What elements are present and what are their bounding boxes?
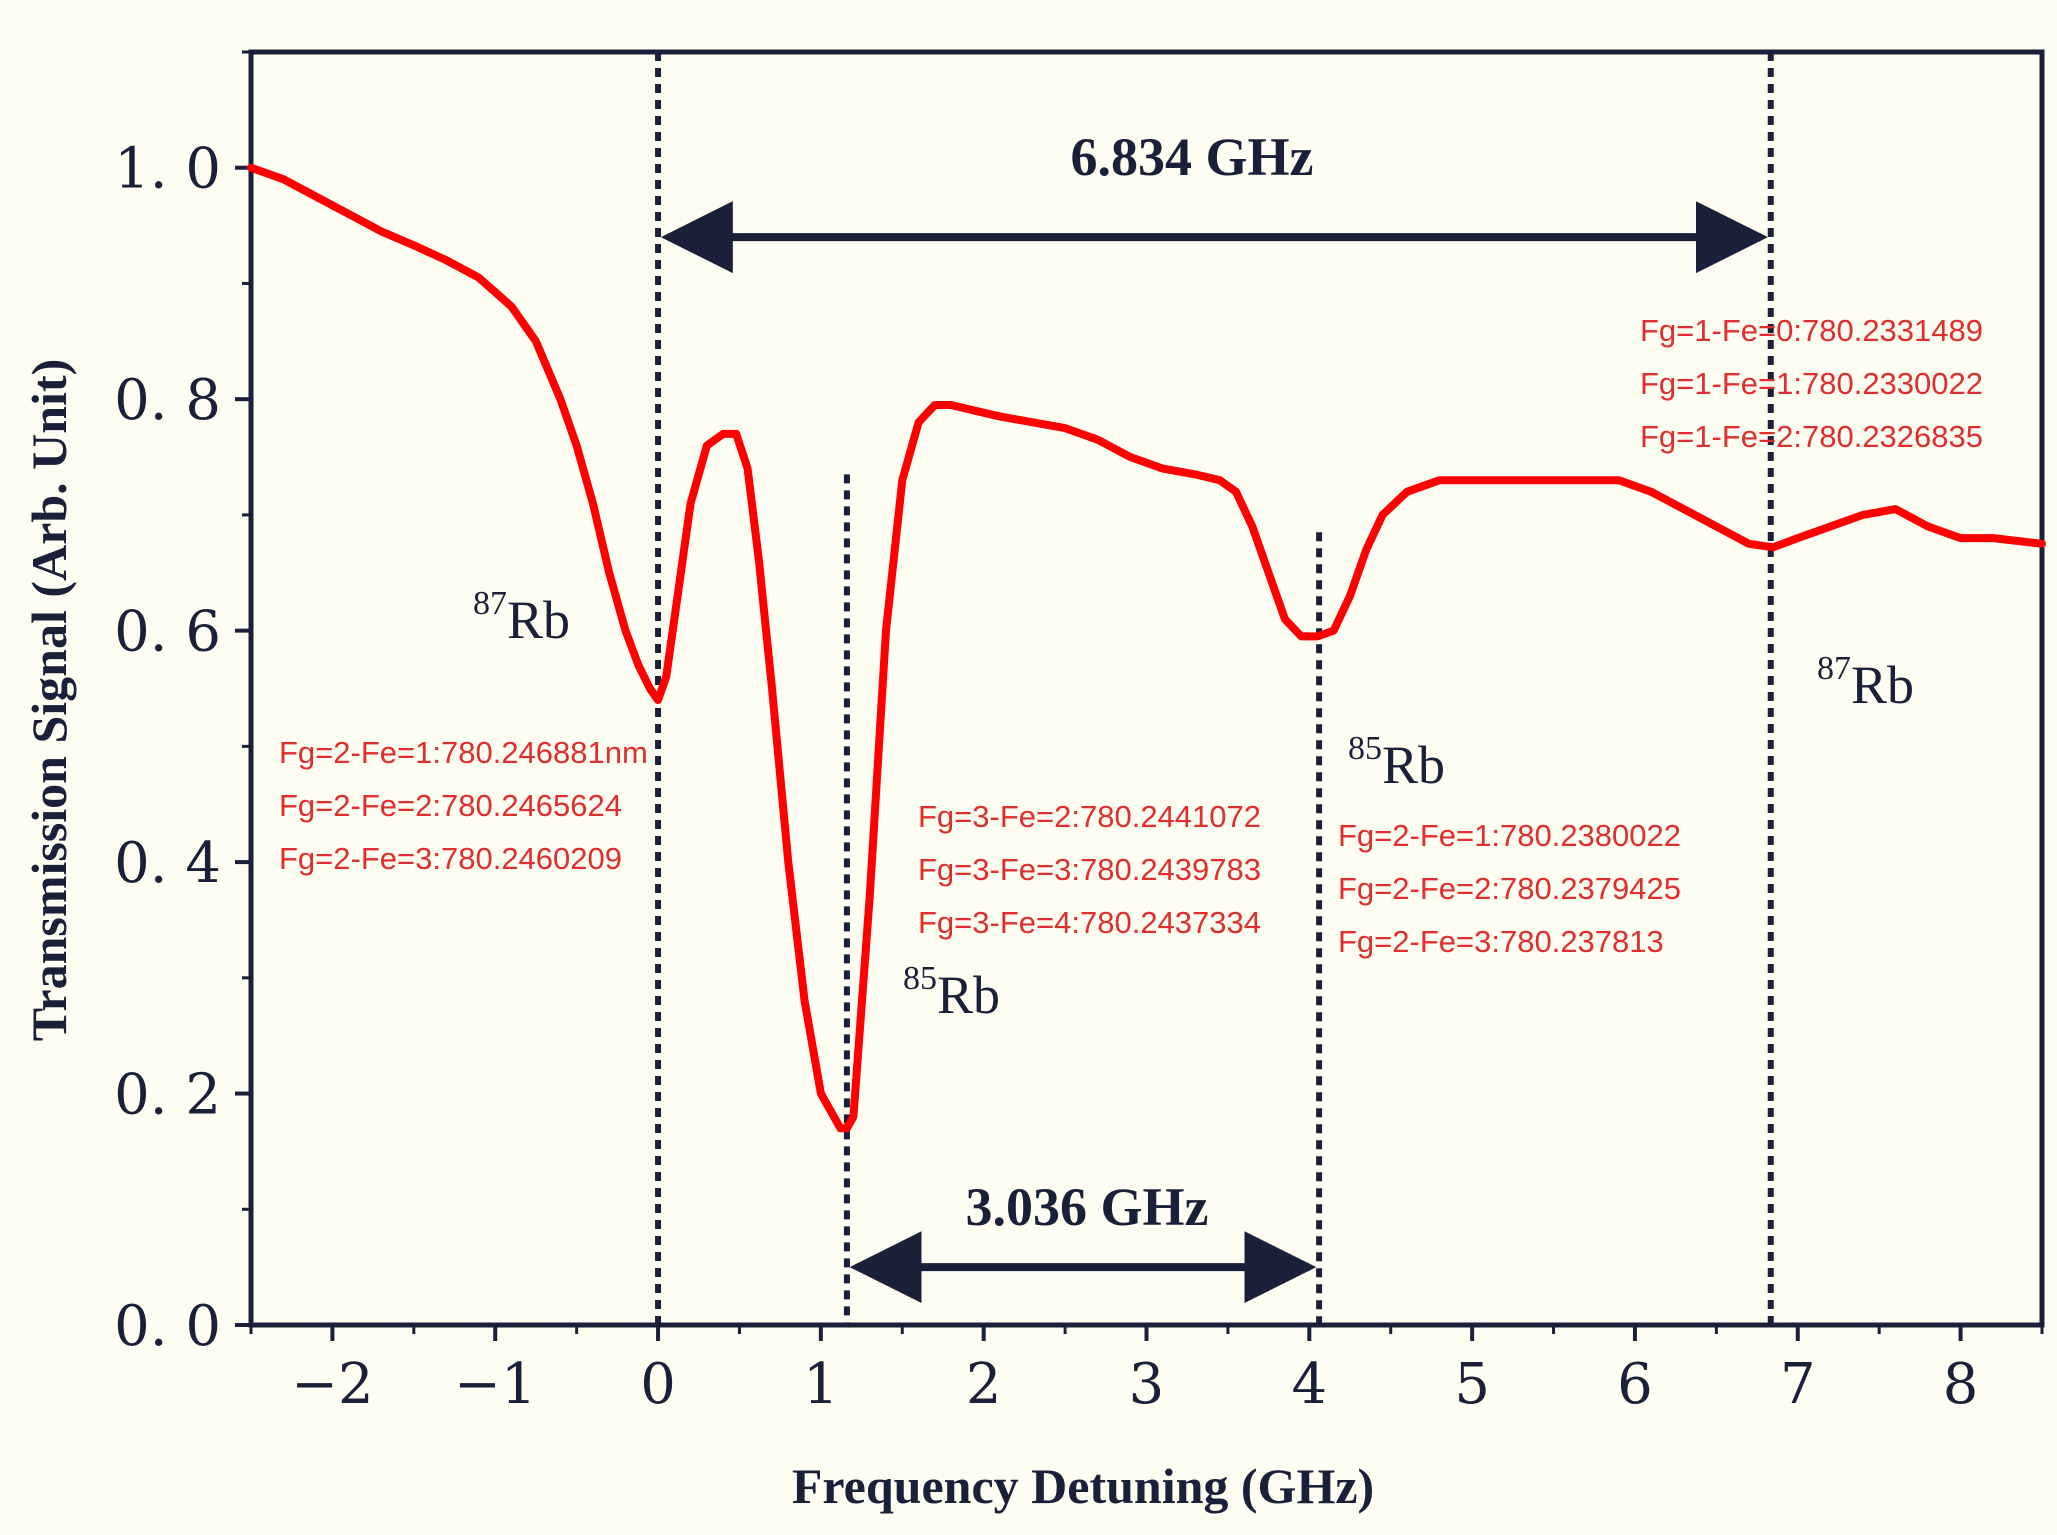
x-tick-label: 4 [1291, 1352, 1327, 1417]
transition-label: Fg=2-Fe=1:780.2380022 [1338, 818, 1681, 853]
y-tick-label: 1. 0 [114, 137, 221, 202]
isotope-label: 85Rb [903, 960, 1000, 1025]
isotope-label: 85Rb [1348, 730, 1445, 795]
x-axis-title: Frequency Detuning (GHz) [792, 1458, 1374, 1514]
transition-label: Fg=2-Fe=2:780.2465624 [279, 788, 622, 823]
span-label-85rb: 3.036 GHz [966, 1177, 1209, 1237]
x-tick-label: −1 [454, 1352, 537, 1417]
reference-lines [655, 52, 1774, 1325]
y-tick-label: 0. 0 [114, 1294, 221, 1359]
transmission-curve [247, 163, 2046, 1133]
x-tick-label: 5 [1454, 1352, 1490, 1417]
y-tick-label: 0. 4 [114, 831, 221, 896]
isotope-label: 87Rb [473, 585, 570, 650]
transition-label: Fg=2-Fe=1:780.246881nm [279, 735, 648, 770]
y-tick-label: 0. 8 [114, 368, 221, 433]
transition-label: Fg=3-Fe=3:780.2439783 [918, 852, 1261, 887]
span-label-87rb: 6.834 GHz [1071, 127, 1314, 187]
x-tick-label: 3 [1129, 1352, 1165, 1417]
transition-label: Fg=1-Fe=0:780.2331489 [1640, 313, 1983, 348]
x-tick-labels: −2 −1 0 1 2 3 4 5 6 7 8 [291, 1352, 1978, 1417]
y-tick-labels: 0. 0 0. 2 0. 4 0. 6 0. 8 1. 0 [114, 137, 221, 1359]
transition-label: Fg=3-Fe=2:780.2441072 [918, 799, 1261, 834]
transition-label: Fg=2-Fe=3:780.2460209 [279, 841, 622, 876]
transition-label: Fg=1-Fe=2:780.2326835 [1640, 419, 1983, 454]
isotope-label: 87Rb [1817, 650, 1914, 715]
plot-frame [248, 49, 2045, 1328]
x-tick-label: 7 [1780, 1352, 1816, 1417]
y-tick-label: 0. 2 [114, 1063, 221, 1128]
transition-label: Fg=3-Fe=4:780.2437334 [918, 905, 1261, 940]
transition-label: Fg=1-Fe=1:780.2330022 [1640, 366, 1983, 401]
transition-label: Fg=2-Fe=2:780.2379425 [1338, 871, 1681, 906]
x-tick-label: −2 [291, 1352, 374, 1417]
x-tick-label: 8 [1943, 1352, 1979, 1417]
x-tick-label: 2 [966, 1352, 1002, 1417]
x-tick-label: 6 [1617, 1352, 1653, 1417]
x-tick-label: 0 [640, 1352, 676, 1417]
y-axis-title: Transmission Signal (Arb. Unit) [21, 359, 77, 1042]
y-tick-label: 0. 6 [114, 600, 221, 665]
transition-label: Fg=2-Fe=3:780.237813 [1338, 924, 1664, 959]
x-tick-label: 1 [803, 1352, 839, 1417]
